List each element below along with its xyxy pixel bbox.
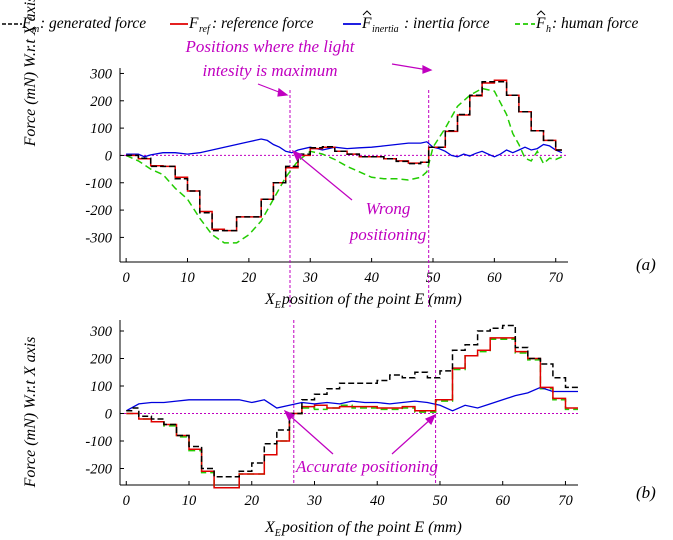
legend-symbol: F	[21, 15, 32, 32]
legend-label: : human force	[552, 15, 638, 32]
hat-icon	[536, 10, 546, 16]
x-tick-label: 20	[242, 270, 257, 286]
series-line-f-m	[126, 80, 562, 232]
series-line-f-inertia	[125, 386, 578, 412]
legend-label: : inertia force	[404, 15, 490, 32]
x-tick-label: 10	[182, 493, 197, 509]
legend-symbol: F	[535, 15, 546, 32]
x-tick-labels: 0 10 20 30 40 50 60 70	[123, 270, 564, 286]
y-tick-label: 300	[89, 66, 113, 82]
arrow-wrong	[295, 153, 353, 201]
y-tick-label: 300	[89, 324, 113, 340]
legend-sub: h	[546, 24, 551, 35]
y-tick-label: -200	[85, 462, 112, 478]
chart-panel-a: Force (mN) W.r.t X axis 0 10 20 30 40 50 60 70 …	[22, 0, 656, 311]
axes	[119, 68, 568, 307]
legend-label: : generated force	[40, 15, 146, 32]
y-tick-label: 0	[105, 407, 113, 423]
x-tick-label: 0	[123, 270, 131, 286]
legend: F m : generated force F ref : reference …	[2, 10, 638, 35]
y-tick-label: 100	[90, 379, 113, 395]
x-tick-label: 50	[433, 493, 448, 509]
x-axis-label: XEposition of the point E (mm)	[264, 291, 462, 311]
arrowhead	[424, 413, 437, 426]
x-tick-label: 20	[245, 493, 260, 509]
annotation-wrong-line1: Wrong	[366, 199, 411, 218]
annotation-wrong-line2: positioning	[349, 225, 427, 244]
arrowhead	[277, 87, 289, 97]
panel-label-a: (a)	[636, 255, 656, 274]
arrow-accurate-left	[287, 413, 334, 455]
y-axis-label: Force (mN) W.r.t X axis	[22, 337, 39, 489]
y-tick-label: 200	[90, 352, 113, 368]
plot-lines	[125, 324, 578, 489]
x-tick-label: 40	[364, 270, 379, 286]
legend-entry-human-force: F h : human force	[515, 10, 638, 35]
arrow-accurate-right	[391, 417, 433, 455]
legend-label: : reference force	[212, 15, 314, 32]
y-tick-label: 0	[105, 148, 113, 164]
legend-symbol: F	[361, 15, 372, 32]
y-tick-label: 100	[90, 121, 113, 137]
y-tick-label: -300	[85, 230, 112, 246]
arrow-max-right	[391, 63, 429, 71]
x-tick-label: 40	[370, 493, 385, 509]
legend-entry-reference-force: F ref : reference force	[170, 15, 314, 35]
x-tick-label: 30	[306, 493, 322, 509]
annotation-max-light-line1: Positions where the light	[185, 37, 356, 56]
y-tick-label: 200	[90, 94, 113, 110]
annotation-accurate: Accurate positioning	[295, 457, 438, 476]
chart-panel-b: Force (mN) W.r.t X axis 0 10 20 30 40 50 60 70 …	[22, 320, 656, 539]
x-tick-label: 0	[123, 493, 131, 509]
x-tick-label: 70	[548, 270, 563, 286]
y-tick-label: -200	[85, 203, 112, 219]
y-tick-label: -100	[85, 176, 112, 192]
y-tick-labels: 300 200 100 0 -100 -200	[85, 324, 112, 478]
x-tick-label: 30	[302, 270, 318, 286]
arrowhead	[291, 149, 304, 162]
series-line-f-m	[126, 324, 578, 478]
legend-symbol: F	[188, 15, 199, 32]
annotation-max-light-line2: intesity is maximum	[202, 61, 337, 80]
series-line-f-ref	[126, 337, 578, 489]
x-tick-labels: 0 10 20 30 40 50 60 70	[123, 493, 574, 509]
arrowhead	[283, 409, 296, 422]
panel-label-b: (b)	[636, 483, 656, 502]
arrowhead	[422, 65, 433, 74]
legend-entry-inertia-force: F inertia : inertia force	[343, 10, 490, 35]
y-tick-label: -100	[85, 434, 112, 450]
y-tick-labels: 300 200 100 0 -100 -200 -300	[85, 66, 112, 246]
x-tick-label: 70	[558, 493, 573, 509]
annotation-arrows	[257, 63, 437, 455]
legend-entry-generated-force: F m : generated force	[2, 15, 146, 35]
hat-icon	[362, 10, 372, 16]
x-tick-label: 60	[487, 270, 502, 286]
series-line-f-inertia	[126, 138, 563, 158]
legend-sub: m	[32, 24, 39, 35]
x-tick-label: 60	[495, 493, 510, 509]
x-tick-label: 50	[426, 270, 441, 286]
y-axis-label: Force (mN) W.r.t X axis	[22, 0, 39, 147]
x-tick-label: 10	[180, 270, 195, 286]
legend-sub: inertia	[372, 24, 399, 35]
legend-sub: ref	[199, 24, 211, 35]
plot-lines	[125, 79, 563, 244]
annotations: Positions where the light intesity is ma…	[185, 37, 439, 476]
x-axis-label: XEposition of the point E (mm)	[264, 519, 462, 539]
series-line-f-h	[125, 87, 563, 244]
